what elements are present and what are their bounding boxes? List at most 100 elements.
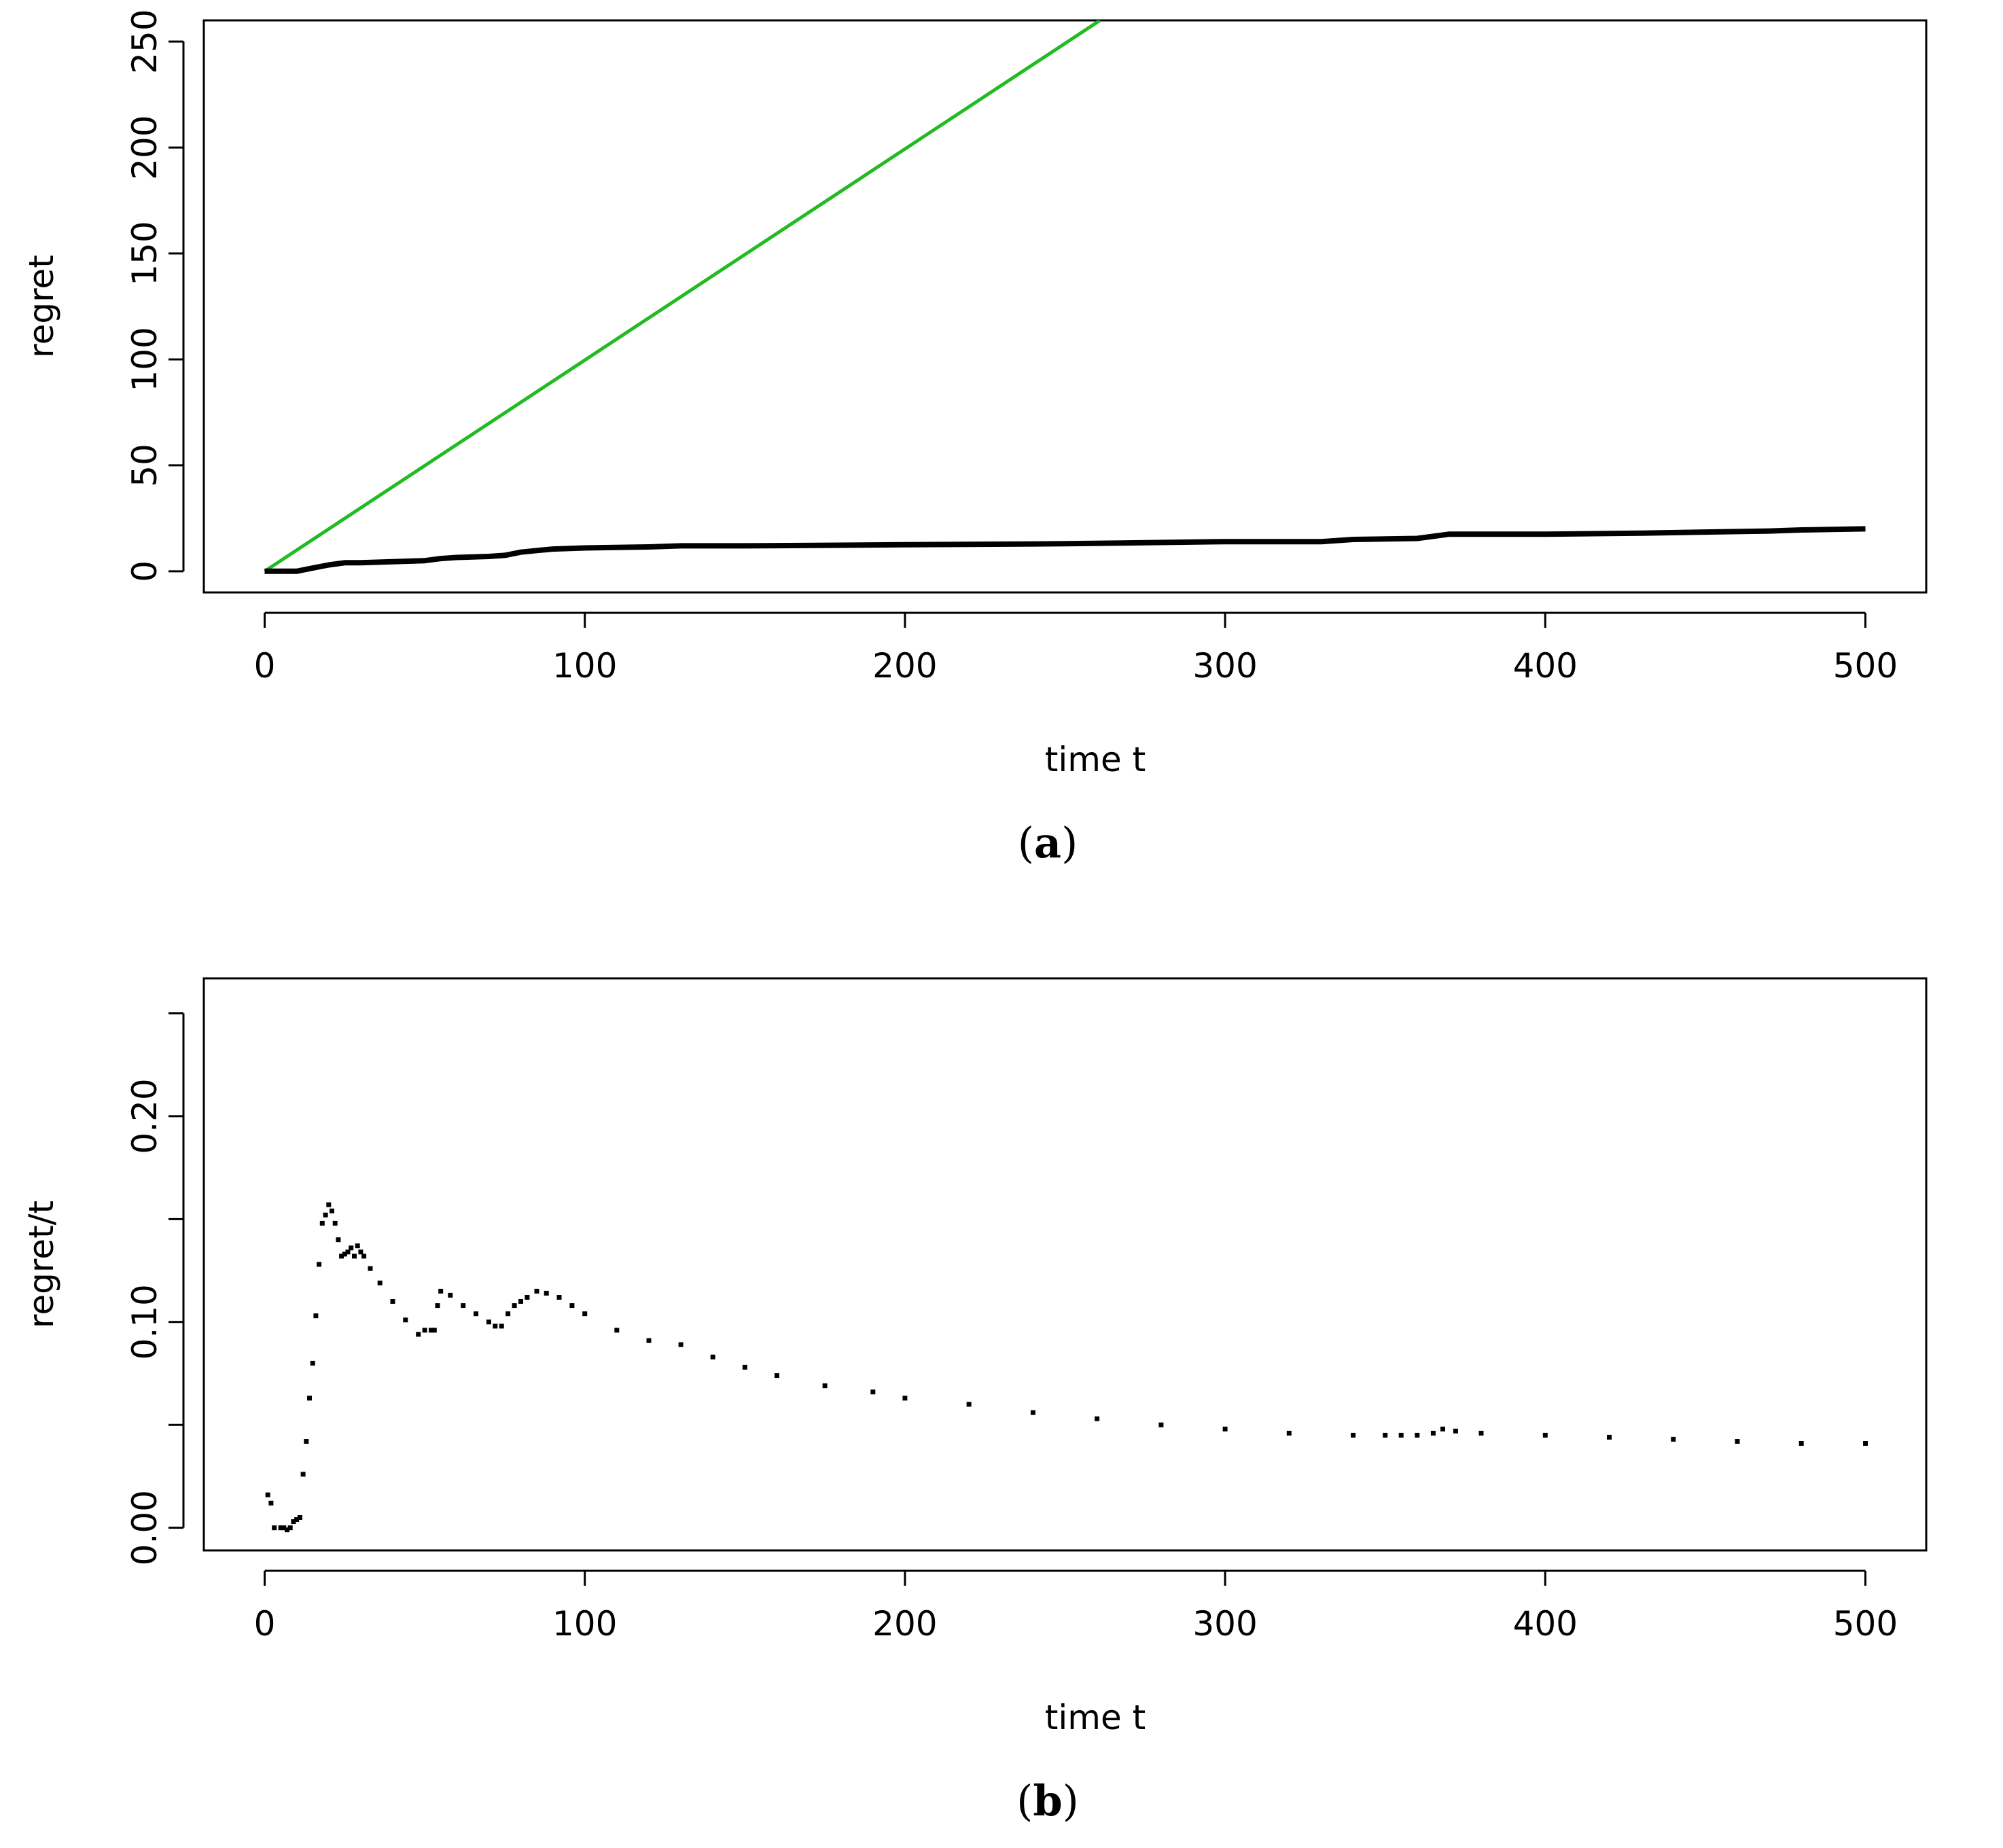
data-point [1607, 1434, 1612, 1440]
y-tick-label: 150 [125, 221, 164, 285]
data-point [326, 1202, 332, 1207]
data-point [368, 1266, 373, 1271]
data-point [390, 1299, 395, 1304]
x-tick-label: 0 [254, 1604, 276, 1643]
data-point [474, 1311, 478, 1317]
data-point [1798, 1441, 1804, 1446]
data-point [966, 1402, 972, 1407]
data-point [1030, 1410, 1035, 1415]
data-point [534, 1288, 539, 1294]
data-point [1383, 1432, 1388, 1438]
data-point [1430, 1430, 1436, 1436]
data-point [870, 1389, 876, 1395]
data-point [272, 1525, 277, 1531]
data-point [493, 1323, 498, 1329]
x-tick-label: 300 [1192, 1604, 1257, 1643]
data-point [291, 1519, 296, 1525]
data-point [429, 1328, 433, 1333]
data-point [1351, 1432, 1356, 1438]
x-tick-label: 0 [254, 646, 276, 686]
data-point [544, 1290, 549, 1296]
data-point [525, 1295, 530, 1300]
y-tick-label: 0 [125, 561, 164, 582]
data-point [1415, 1432, 1420, 1438]
data-point [582, 1311, 588, 1317]
y-axis-a: 0 50 100 150 200 250 [125, 9, 185, 582]
data-point [742, 1364, 747, 1370]
data-point [1286, 1430, 1292, 1436]
panel-caption-a: (a) [1018, 818, 1078, 868]
x-axis-title-a: time t [1045, 740, 1146, 779]
data-point [281, 1525, 287, 1531]
data-point [313, 1313, 319, 1319]
data-point [646, 1338, 652, 1343]
y-tick-label: 100 [125, 327, 164, 391]
data-point [342, 1251, 347, 1257]
data-point [358, 1249, 364, 1255]
data-point [506, 1311, 511, 1317]
data-point [556, 1295, 562, 1300]
x-tick-label: 500 [1833, 646, 1898, 686]
data-point [461, 1303, 466, 1309]
y-axis-b: 0.00 0.10 0.20 [125, 1012, 185, 1565]
x-tick-label: 500 [1833, 1604, 1898, 1643]
data-point [265, 1492, 270, 1497]
x-tick-label: 100 [552, 1604, 617, 1643]
data-point [287, 1525, 293, 1531]
y-tick-label: 250 [125, 9, 164, 73]
x-tick-label: 100 [552, 646, 617, 686]
data-point [1398, 1432, 1404, 1438]
y-axis-title-b: regret/t [22, 1201, 61, 1328]
data-point [319, 1220, 325, 1226]
data-point [278, 1525, 283, 1531]
y-axis-title-a: regret [22, 255, 61, 358]
y-tick-label: 0.20 [125, 1078, 164, 1154]
data-point [1453, 1428, 1458, 1434]
data-point [569, 1303, 575, 1309]
y-tick-label: 0.10 [125, 1284, 164, 1360]
data-point [416, 1332, 421, 1337]
data-point [438, 1288, 444, 1294]
data-point [403, 1317, 408, 1323]
data-point [1222, 1426, 1228, 1432]
y-tick-label: 200 [125, 115, 164, 179]
data-point [339, 1254, 344, 1259]
data-point [297, 1515, 302, 1520]
data-point [1542, 1432, 1548, 1438]
data-point [486, 1319, 491, 1325]
x-tick-label: 300 [1192, 646, 1257, 686]
x-tick-label: 200 [872, 646, 937, 686]
series-group-b [265, 1202, 1868, 1533]
data-point [307, 1396, 312, 1401]
data-point [1671, 1436, 1676, 1442]
data-point [330, 1208, 334, 1213]
data-point [1863, 1441, 1868, 1446]
data-point [710, 1354, 715, 1360]
data-point [361, 1254, 367, 1259]
data-point [512, 1303, 517, 1309]
data-point [1735, 1439, 1740, 1444]
data-point [285, 1527, 289, 1533]
data-point [822, 1383, 828, 1389]
x-axis-a: 0 100 200 300 400 500 [254, 611, 1898, 686]
plot-frame-b [202, 977, 1928, 1552]
plot-frame-a [202, 19, 1928, 594]
data-point [422, 1328, 427, 1333]
data-point [431, 1328, 437, 1333]
data-point [304, 1439, 309, 1444]
data-point [1095, 1416, 1100, 1421]
data-point [1158, 1422, 1164, 1427]
data-point [614, 1328, 620, 1333]
data-point [268, 1500, 274, 1506]
data-point [435, 1303, 440, 1309]
series-group-a [264, 20, 1866, 574]
data-point [317, 1262, 322, 1267]
data-point [352, 1254, 357, 1259]
data-point [336, 1237, 341, 1243]
data-point [448, 1292, 453, 1298]
data-point [323, 1212, 328, 1218]
series-line [264, 526, 1866, 574]
x-tick-label: 200 [872, 1604, 937, 1643]
data-point [774, 1373, 779, 1379]
